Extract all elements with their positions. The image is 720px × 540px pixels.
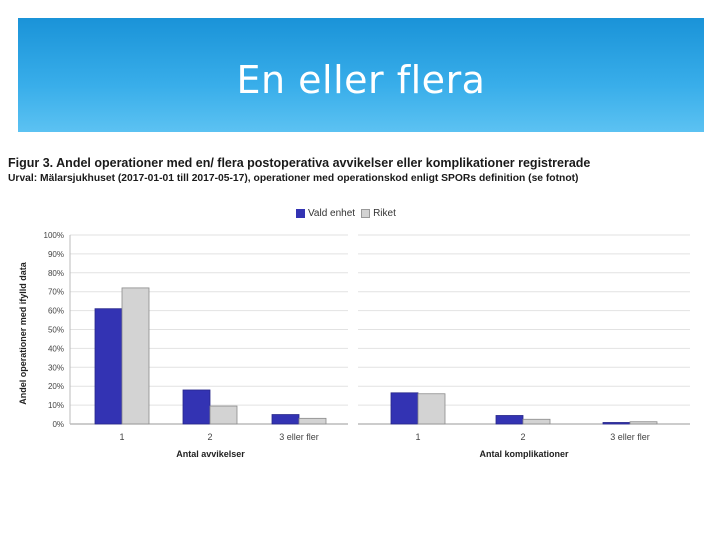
y-tick-label: 40% [48, 344, 64, 353]
legend-item-series2: Riket [361, 208, 396, 219]
bar-vald-enhet-0-1 [182, 389, 211, 425]
bar-riket-0-0 [121, 287, 150, 425]
x-tick-label: 2 [520, 432, 525, 442]
bar-riket-1-2 [629, 421, 658, 425]
y-tick-label: 80% [48, 269, 64, 278]
y-tick-label: 60% [48, 307, 64, 316]
legend-swatch-series1 [296, 209, 305, 218]
legend-swatch-series2 [361, 209, 371, 218]
x-tick-label: 3 eller fler [279, 432, 319, 442]
y-tick-label: 30% [48, 363, 64, 372]
y-tick-label: 70% [48, 288, 64, 297]
figure-subtitle: Urval: Mälarsjukhuset (2017-01-01 till 2… [8, 173, 579, 184]
slide-title: En eller flera [236, 58, 486, 102]
y-tick-label: 90% [48, 250, 64, 259]
y-tick-label: 10% [48, 401, 64, 410]
y-tick-label: 100% [44, 231, 64, 240]
x-tick-label: 3 eller fler [610, 432, 650, 442]
x-axis-label: Antal avvikelser [176, 449, 245, 459]
legend-label-series2: Riket [373, 208, 396, 219]
x-tick-label: 1 [415, 432, 420, 442]
x-tick-label: 2 [207, 432, 212, 442]
bar-riket-1-1 [522, 418, 551, 425]
bar-vald-enhet-1-1 [495, 415, 524, 425]
bar-vald-enhet-1-2 [602, 422, 631, 425]
y-tick-label: 0% [52, 420, 64, 429]
legend-item-series1: Vald enhet [296, 208, 355, 219]
bar-riket-1-0 [417, 393, 446, 425]
y-tick-label: 20% [48, 382, 64, 391]
x-axis-label: Antal komplikationer [479, 449, 569, 459]
chart-legend: Vald enhet Riket [296, 208, 396, 219]
bar-riket-0-2 [298, 417, 327, 425]
bar-riket-0-1 [209, 405, 238, 425]
bar-vald-enhet-0-0 [94, 308, 123, 425]
y-tick-label: 50% [48, 326, 64, 335]
y-axis-label: Andel operationer med ifylld data [18, 261, 28, 405]
bar-vald-enhet-1-0 [390, 392, 419, 425]
legend-label-series1: Vald enhet [308, 208, 356, 219]
bar-vald-enhet-0-2 [271, 414, 300, 425]
figure-title: Figur 3. Andel operationer med en/ flera… [8, 156, 591, 170]
slide-header-banner: En eller flera [18, 18, 704, 132]
x-tick-label: 1 [119, 432, 124, 442]
